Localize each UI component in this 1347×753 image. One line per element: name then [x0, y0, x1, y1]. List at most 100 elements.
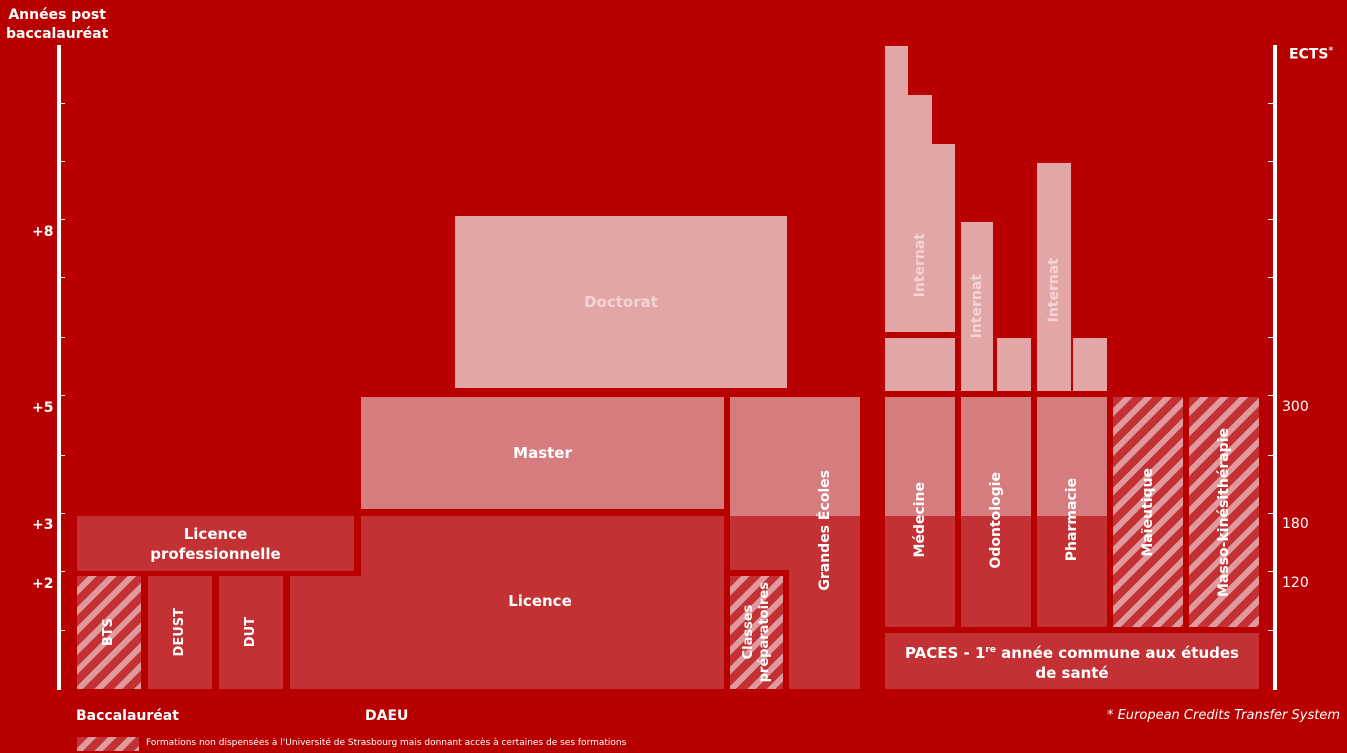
licence-pro-line1: Licence — [183, 524, 248, 543]
legend-text: Formations non dispensées à l'Université… — [146, 738, 627, 748]
licence-block — [290, 576, 724, 689]
medecine-pre-internat — [885, 338, 955, 391]
left-tick — [57, 571, 65, 572]
pharmacie-internat — [1037, 163, 1071, 391]
left-tick-label-5: +5 — [32, 400, 54, 416]
daeu-label: DAEU — [365, 708, 409, 724]
right-tick-label-300: 300 — [1282, 399, 1309, 415]
odontologie-side-block — [997, 338, 1031, 391]
medecine-internat-label-box: Internat — [885, 200, 955, 330]
classes-prep-block: Classes préparatoires — [730, 576, 783, 689]
left-axis-title-line2: baccalauréat — [6, 26, 109, 42]
licence-pro-block: Licence professionnelle — [77, 516, 354, 571]
left-tick — [57, 337, 65, 338]
licence-pro-line2: professionnelle — [150, 544, 281, 563]
classes-prep-line1: Classes — [740, 605, 756, 660]
grandes-ecoles-block-top — [730, 397, 860, 516]
dut-label: DUT — [243, 617, 258, 648]
dut-block: DUT — [219, 576, 283, 689]
right-tick — [1268, 219, 1276, 220]
classes-prep-line2: préparatoires — [756, 582, 772, 683]
maieutique-block: Maïeutique — [1113, 397, 1183, 627]
right-tick-label-180: 180 — [1282, 516, 1309, 532]
left-tick-label-3: +3 — [32, 517, 54, 533]
right-tick — [1268, 161, 1276, 162]
grandes-ecoles-block-bottom — [730, 516, 860, 570]
right-tick — [1268, 103, 1276, 104]
left-axis-line — [57, 45, 61, 690]
odontologie-label: Odontologie — [988, 471, 1004, 569]
left-tick — [57, 277, 65, 278]
left-axis-title: Années post baccalauréat — [6, 6, 108, 44]
left-tick — [57, 161, 65, 162]
licence-label: Licence — [508, 592, 572, 610]
deust-label: DEUST — [172, 608, 187, 657]
left-tick — [57, 219, 65, 220]
pharmacie-side-block — [1073, 338, 1107, 391]
left-tick — [57, 455, 65, 456]
paces-line2: de santé — [1035, 663, 1109, 682]
right-tick — [1268, 455, 1276, 456]
deust-block: DEUST — [148, 576, 212, 689]
grandes-ecoles-label-box: Grandes Écoles — [789, 430, 860, 630]
odontologie-internat-label: Internat — [969, 274, 985, 339]
left-tick-label-8: +8 — [32, 224, 54, 240]
master-block: Master — [361, 397, 724, 509]
medecine-internat-label: Internat — [912, 232, 928, 298]
odontologie-internat — [961, 222, 993, 391]
grandes-ecoles-label: Grandes Écoles — [816, 469, 833, 591]
medecine-block-top — [885, 397, 955, 516]
paces-block: PACES - 1re année commune aux études de … — [885, 633, 1259, 689]
right-axis-title: ECTS* — [1289, 46, 1333, 63]
medecine-internat-step2 — [908, 95, 932, 332]
medecine-internat-step3 — [932, 144, 955, 332]
licence-block-top — [361, 516, 724, 576]
grandes-ecoles-block-lower — [789, 570, 860, 689]
doctorat-block: Doctorat — [455, 216, 787, 388]
right-tick — [1268, 395, 1276, 396]
master-label: Master — [513, 444, 572, 462]
left-tick — [57, 395, 65, 396]
legend-swatch — [77, 737, 139, 751]
pharmacie-internat-label: Internat — [1046, 257, 1062, 323]
masso-label: Masso-kinésithérapie — [1216, 427, 1232, 597]
odontologie-label-box: Odontologie — [961, 420, 1031, 620]
masso-block: Masso-kinésithérapie — [1189, 397, 1259, 627]
right-tick — [1268, 337, 1276, 338]
paces-suffix: année commune aux études — [995, 643, 1239, 662]
left-tick — [57, 630, 65, 631]
medecine-internat-step1 — [885, 46, 908, 332]
right-tick — [1268, 571, 1276, 572]
right-axis-line — [1273, 45, 1277, 690]
left-tick — [57, 103, 65, 104]
paces-line1: PACES - 1re année commune aux études — [905, 640, 1239, 663]
pharmacie-label: Pharmacie — [1064, 478, 1080, 562]
ects-marker: * — [1328, 46, 1334, 56]
pharmacie-block-top — [1037, 397, 1107, 516]
paces-prefix: PACES - 1 — [905, 643, 986, 662]
bts-label: BTS — [101, 618, 116, 647]
right-tick — [1268, 513, 1276, 514]
baccalaureat-label: Baccalauréat — [76, 708, 179, 724]
right-tick — [1268, 277, 1276, 278]
doctorat-label: Doctorat — [584, 293, 658, 311]
medecine-label: Médecine — [912, 482, 928, 558]
left-tick — [57, 513, 65, 514]
odontologie-block-top — [961, 397, 1031, 516]
right-tick-label-120: 120 — [1282, 575, 1309, 591]
right-tick — [1268, 630, 1276, 631]
left-axis-title-line1: Années post — [8, 7, 106, 23]
classes-prep-label: Classes préparatoires — [741, 582, 773, 682]
odontologie-internat-label-box: Internat — [961, 222, 993, 391]
ects-footnote: * European Credits Transfer System — [1106, 708, 1340, 723]
ects-label: ECTS — [1289, 46, 1329, 63]
maieutique-label: Maïeutique — [1140, 467, 1156, 557]
bts-block: BTS — [77, 576, 141, 689]
medecine-block-bottom — [885, 516, 955, 627]
medecine-label-box: Médecine — [885, 420, 955, 620]
odontologie-block-bottom — [961, 516, 1031, 627]
pharmacie-block-bottom — [1037, 516, 1107, 627]
paces-sup: re — [985, 644, 996, 655]
left-tick-label-2: +2 — [32, 576, 54, 592]
pharmacie-label-box: Pharmacie — [1037, 420, 1107, 620]
